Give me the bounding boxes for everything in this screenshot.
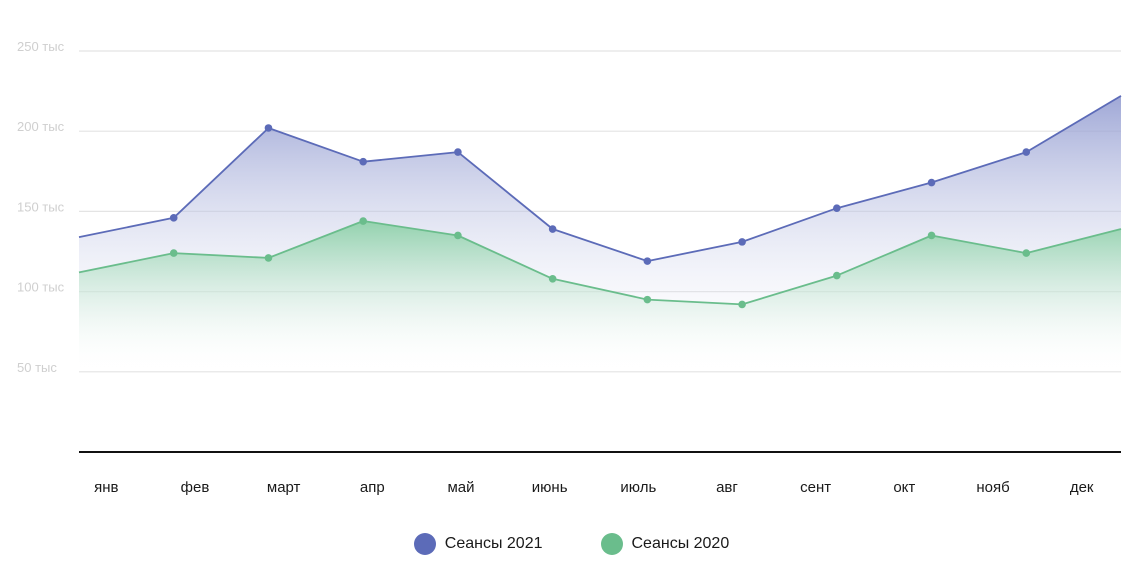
y-tick-label: 200 тыс: [17, 119, 65, 134]
x-tick-label: июль: [620, 479, 656, 496]
data-point-2021[interactable]: [927, 178, 936, 187]
x-tick-labels: янв фев март апр май июнь июль авг сент окт нояб де…: [94, 479, 1094, 496]
area-layer: [78, 95, 1122, 372]
data-point-2021[interactable]: [454, 148, 462, 156]
y-tick-label: 50 тыс: [17, 360, 57, 375]
data-point-2020[interactable]: [643, 295, 652, 304]
x-tick-label: сент: [800, 479, 831, 496]
x-tick-label: нояб: [976, 479, 1009, 496]
data-point-2021[interactable]: [833, 204, 841, 212]
data-point-2021[interactable]: [643, 257, 652, 265]
x-tick-label: окт: [893, 479, 915, 496]
data-point-2020[interactable]: [1022, 249, 1031, 257]
legend-swatch-2020: [600, 533, 623, 555]
x-tick-label: май: [447, 479, 474, 496]
data-point-2020[interactable]: [738, 300, 746, 309]
data-point-2020[interactable]: [548, 274, 557, 283]
legend-item-sessions-2020[interactable]: Сеансы 2020: [600, 531, 730, 557]
data-point-2021[interactable]: [359, 157, 367, 166]
legend-swatch-2021: [413, 533, 436, 555]
x-tick-label: март: [267, 479, 301, 496]
data-point-2020[interactable]: [454, 231, 462, 240]
x-tick-label: июнь: [532, 479, 568, 496]
x-tick-label: янв: [94, 479, 118, 496]
y-tick-label: 250 тыс: [17, 39, 65, 54]
x-tick-label: дек: [1070, 479, 1094, 496]
legend-item-sessions-2021[interactable]: Сеансы 2021: [413, 531, 543, 557]
data-point-2021[interactable]: [264, 124, 273, 132]
y-tick-label: 100 тыс: [17, 280, 65, 295]
area-fill-2020: [79, 221, 1121, 372]
data-point-2020[interactable]: [359, 217, 367, 225]
x-tick-label: фев: [181, 479, 210, 496]
y-tick-label: 150 тыс: [17, 199, 65, 214]
data-point-2020[interactable]: [264, 254, 273, 262]
x-tick-label: апр: [360, 479, 385, 496]
legend: Сеансы 2021 Сеансы 2020: [0, 531, 1143, 557]
data-point-2021[interactable]: [1022, 148, 1031, 156]
data-point-2021[interactable]: [548, 225, 557, 233]
data-point-2021[interactable]: [169, 214, 178, 222]
data-point-2020[interactable]: [927, 231, 936, 240]
data-point-2020[interactable]: [833, 271, 841, 280]
x-tick-label: авг: [716, 479, 738, 496]
legend-label-2021: Сеансы 2021: [444, 535, 543, 552]
data-point-2021[interactable]: [738, 238, 746, 246]
data-point-2020[interactable]: [169, 249, 178, 257]
legend-label-2020: Сеансы 2020: [631, 535, 730, 552]
series-line-2021: [78, 95, 1122, 263]
series-line-2020: [78, 220, 1122, 306]
